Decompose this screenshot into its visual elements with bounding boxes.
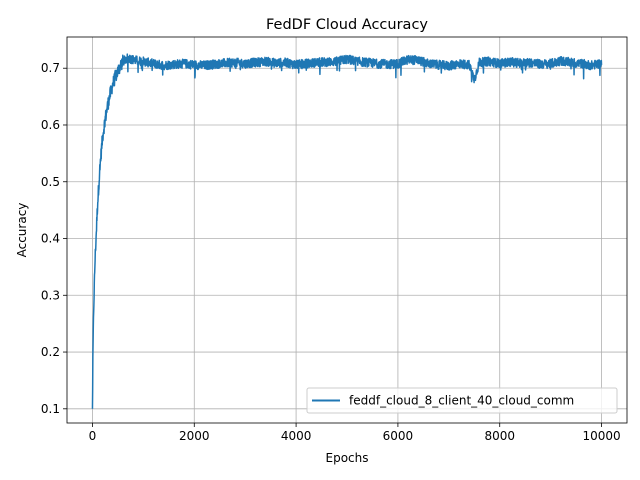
y-tick-label: 0.2 [41,345,60,359]
x-tick-label: 2000 [179,429,210,443]
y-tick-label: 0.7 [41,61,60,75]
y-tick-label: 0.4 [41,232,60,246]
series-layer [91,53,603,409]
chart-title: FedDF Cloud Accuracy [266,17,428,33]
x-tick-label: 6000 [383,429,414,443]
x-tick-label: 0 [89,429,97,443]
y-tick-label: 0.1 [41,402,60,416]
x-tick-label: 8000 [484,429,515,443]
x-tick-label: 10000 [582,429,620,443]
grid [67,37,627,423]
y-tick-label: 0.5 [41,175,60,189]
x-tick-label: 4000 [281,429,312,443]
legend: feddf_cloud_8_client_40_cloud_comm [306,387,618,414]
legend-entry-label: feddf_cloud_8_client_40_cloud_comm [349,394,574,408]
y-tick-label: 0.3 [41,288,60,302]
legend-box [306,387,618,414]
y-axis-label: Accuracy [15,203,29,258]
y-tick-label: 0.6 [41,118,60,132]
x-axis-label: Epochs [326,451,369,465]
series-line-feddf [91,53,603,409]
plot-area-frame [66,36,628,424]
axis-ticks: 0 2000 4000 6000 8000 10000 0.1 0.2 0.3 0.4 0.5 0.6… [41,61,621,443]
